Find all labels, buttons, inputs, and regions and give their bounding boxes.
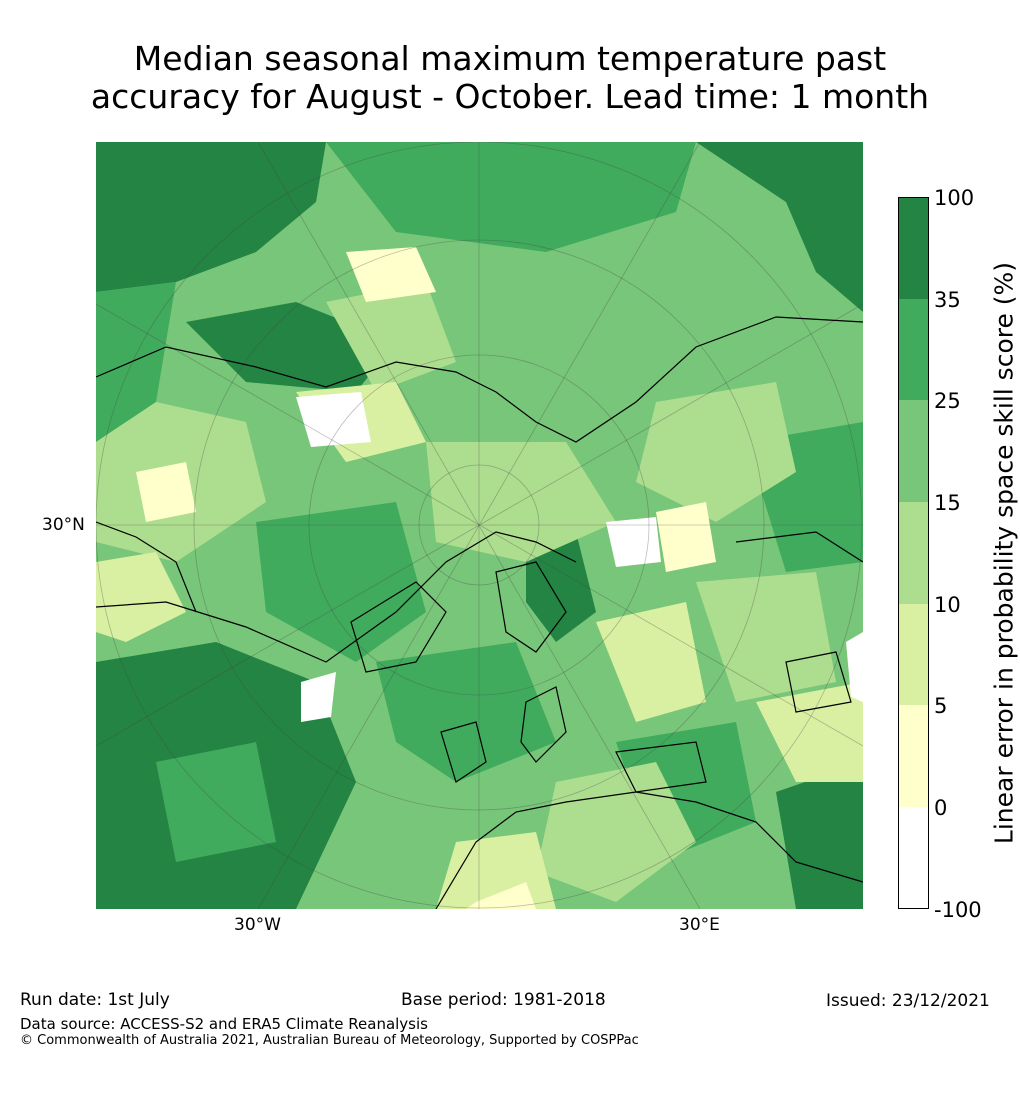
graticule — [96, 142, 863, 909]
skill-score-map[interactable] — [96, 142, 863, 909]
colorbar-svg — [898, 197, 929, 909]
colorbar-label: Linear error in probability space skill … — [989, 261, 1019, 845]
colorbar-segment-15-25 — [898, 400, 929, 502]
map-svg — [96, 142, 863, 909]
coastlines — [96, 316, 863, 909]
colorbar-segment-5-10 — [898, 604, 929, 705]
colorbar — [898, 197, 929, 909]
colorbar-tick-15: 15 — [934, 491, 961, 515]
colorbar-segment-25-35 — [898, 299, 929, 400]
colorbar-tick-neg100: -100 — [934, 898, 982, 922]
colorbar-segment-35-100 — [898, 197, 929, 299]
base-period: Base period: 1981-2018 — [401, 990, 606, 1010]
data-source: Data source: ACCESS-S2 and ERA5 Climate … — [20, 1015, 428, 1033]
skill-band-5-10 — [136, 247, 716, 909]
lon-label-30w: 30°W — [234, 915, 281, 935]
colorbar-tick-0: 0 — [934, 796, 948, 820]
colorbar-tick-35: 35 — [934, 288, 961, 312]
colorbar-tick-25: 25 — [934, 389, 961, 413]
colorbar-tick-5: 5 — [934, 694, 948, 718]
copyright: © Commonwealth of Australia 2021, Austra… — [20, 1033, 639, 1048]
colorbar-outline — [898, 197, 929, 909]
lat-label-30n: 30°N — [42, 515, 85, 535]
skill-band-25-35 — [96, 142, 863, 862]
title-line-2: accuracy for August - October. Lead time… — [90, 77, 930, 116]
colorbar-tick-100: 100 — [934, 186, 975, 210]
colorbar-tick-10: 10 — [934, 593, 961, 617]
chart-title: Median seasonal maximum temperature past… — [0, 40, 1020, 116]
run-date: Run date: 1st July — [20, 990, 170, 1010]
lon-label-30e: 30°E — [679, 915, 720, 935]
title-line-1: Median seasonal maximum temperature past — [133, 39, 887, 78]
skill-band-below-0 — [296, 392, 863, 722]
colorbar-segment-0-5 — [898, 705, 929, 807]
colorbar-segment-neg100-0 — [898, 807, 929, 909]
skill-band-15-25 — [96, 282, 836, 902]
issued-date: Issued: 23/12/2021 — [826, 991, 990, 1011]
colorbar-segment-10-15 — [898, 502, 929, 604]
